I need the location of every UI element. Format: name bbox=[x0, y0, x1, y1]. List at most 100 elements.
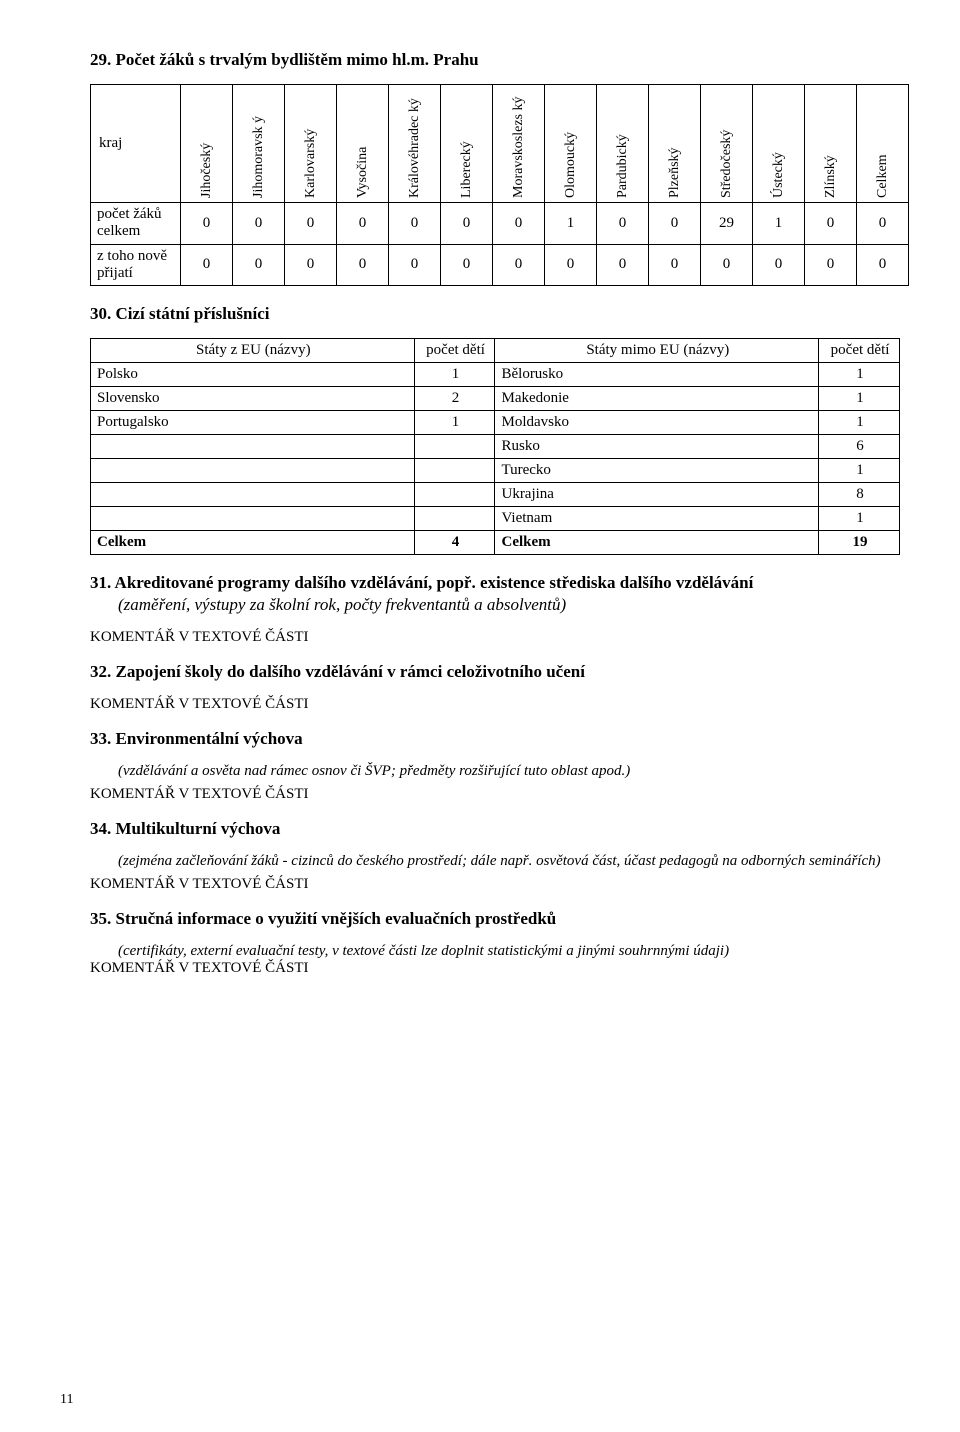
col-karlovarsky: Karlovarský bbox=[285, 85, 337, 203]
komentar-text: KOMENTÁŘ V TEXTOVÉ ČÁSTI bbox=[90, 629, 900, 646]
heading-title: 31. Akreditované programy dalšího vzdělá… bbox=[90, 573, 753, 592]
heading-29: 29. Počet žáků s trvalým bydlištěm mimo … bbox=[90, 50, 900, 70]
table-row-total: Celkem4Celkem19 bbox=[91, 531, 900, 555]
col-plzensky: Plzeňský bbox=[649, 85, 701, 203]
col-celkem: Celkem bbox=[857, 85, 909, 203]
cell: 0 bbox=[805, 203, 857, 245]
row-label: počet žáků celkem bbox=[91, 203, 181, 245]
cell: 1 bbox=[819, 459, 900, 483]
cell: 0 bbox=[285, 203, 337, 245]
col-olomoucky: Olomoucký bbox=[545, 85, 597, 203]
cell bbox=[414, 483, 495, 507]
col-noneu: Státy mimo EU (názvy) bbox=[495, 339, 819, 363]
heading-title: 34. Multikulturní výchova bbox=[90, 819, 280, 838]
col-vysocina: Vysočina bbox=[337, 85, 389, 203]
cell: 19 bbox=[819, 531, 900, 555]
heading-title: 35. Stručná informace o využití vnějších… bbox=[90, 909, 556, 928]
table-row: Rusko6 bbox=[91, 435, 900, 459]
col-kraj: kraj bbox=[91, 85, 181, 203]
cell: 0 bbox=[649, 244, 701, 286]
heading-35: 35. Stručná informace o využití vnějších… bbox=[90, 909, 900, 929]
heading-31: 31. Akreditované programy dalšího vzdělá… bbox=[90, 573, 900, 615]
heading-title: 33. Environmentální výchova bbox=[90, 729, 303, 748]
cell: Celkem bbox=[495, 531, 819, 555]
table-row: Slovensko2Makedonie1 bbox=[91, 387, 900, 411]
table-row: z toho nově přijatí 0 0 0 0 0 0 0 0 0 0 … bbox=[91, 244, 909, 286]
table-header-row: Státy z EU (názvy) počet dětí Státy mimo… bbox=[91, 339, 900, 363]
cell: 0 bbox=[649, 203, 701, 245]
cell: 0 bbox=[233, 203, 285, 245]
cell: 0 bbox=[285, 244, 337, 286]
table-bydliste: kraj Jihočeský Jihomoravsk ý Karlovarský… bbox=[90, 84, 909, 286]
heading-sub: (zejména začleňování žáků - cizinců do č… bbox=[118, 853, 900, 870]
cell: 0 bbox=[181, 244, 233, 286]
col-pardubicky: Pardubický bbox=[597, 85, 649, 203]
cell: 0 bbox=[857, 244, 909, 286]
table-row: Vietnam1 bbox=[91, 507, 900, 531]
cell: 0 bbox=[233, 244, 285, 286]
heading-sub: (zaměření, výstupy za školní rok, počty … bbox=[118, 595, 900, 615]
cell: Rusko bbox=[495, 435, 819, 459]
komentar-text: KOMENTÁŘ V TEXTOVÉ ČÁSTI bbox=[90, 696, 900, 713]
row-label: z toho nově přijatí bbox=[91, 244, 181, 286]
cell bbox=[414, 435, 495, 459]
cell: 0 bbox=[441, 203, 493, 245]
cell: 8 bbox=[819, 483, 900, 507]
cell: Ukrajina bbox=[495, 483, 819, 507]
cell: 4 bbox=[414, 531, 495, 555]
cell: 1 bbox=[545, 203, 597, 245]
cell: 0 bbox=[181, 203, 233, 245]
cell: 0 bbox=[389, 244, 441, 286]
cell: 0 bbox=[753, 244, 805, 286]
komentar-text: KOMENTÁŘ V TEXTOVÉ ČÁSTI bbox=[90, 960, 900, 977]
cell bbox=[414, 507, 495, 531]
cell: 1 bbox=[819, 387, 900, 411]
cell: 0 bbox=[389, 203, 441, 245]
cell: 1 bbox=[753, 203, 805, 245]
cell: 1 bbox=[819, 507, 900, 531]
table-cizinci: Státy z EU (názvy) počet dětí Státy mimo… bbox=[90, 338, 900, 555]
cell: Celkem bbox=[91, 531, 415, 555]
cell: 0 bbox=[337, 203, 389, 245]
table-header-row: kraj Jihočeský Jihomoravsk ý Karlovarský… bbox=[91, 85, 909, 203]
cell: Makedonie bbox=[495, 387, 819, 411]
cell bbox=[91, 507, 415, 531]
table-row: Portugalsko1Moldavsko1 bbox=[91, 411, 900, 435]
cell: Slovensko bbox=[91, 387, 415, 411]
col-moravskoslezsky: Moravskoslezs ký bbox=[493, 85, 545, 203]
table-row: Ukrajina8 bbox=[91, 483, 900, 507]
col-zlinsky: Zlínský bbox=[805, 85, 857, 203]
table-row: počet žáků celkem 0 0 0 0 0 0 0 1 0 0 29… bbox=[91, 203, 909, 245]
cell bbox=[91, 435, 415, 459]
cell bbox=[91, 459, 415, 483]
col-eu: Státy z EU (názvy) bbox=[91, 339, 415, 363]
heading-sub: (vzdělávání a osvěta nad rámec osnov či … bbox=[118, 763, 900, 780]
heading-sub: (certifikáty, externí evaluační testy, v… bbox=[118, 943, 900, 960]
cell: Portugalsko bbox=[91, 411, 415, 435]
col-pocet-noneu: počet dětí bbox=[819, 339, 900, 363]
cell: 2 bbox=[414, 387, 495, 411]
page-number: 11 bbox=[60, 1392, 73, 1408]
heading-32: 32. Zapojení školy do dalšího vzdělávání… bbox=[90, 662, 900, 682]
cell: 0 bbox=[545, 244, 597, 286]
cell: 1 bbox=[414, 363, 495, 387]
col-ustecky: Ústecký bbox=[753, 85, 805, 203]
cell: Moldavsko bbox=[495, 411, 819, 435]
col-jihomoravsky: Jihomoravsk ý bbox=[233, 85, 285, 203]
table-row: Polsko1Bělorusko1 bbox=[91, 363, 900, 387]
cell: 1 bbox=[819, 363, 900, 387]
komentar-text: KOMENTÁŘ V TEXTOVÉ ČÁSTI bbox=[90, 786, 900, 803]
cell: Turecko bbox=[495, 459, 819, 483]
komentar-text: KOMENTÁŘ V TEXTOVÉ ČÁSTI bbox=[90, 876, 900, 893]
cell: 0 bbox=[857, 203, 909, 245]
cell: 29 bbox=[701, 203, 753, 245]
cell: 0 bbox=[441, 244, 493, 286]
cell: 0 bbox=[493, 203, 545, 245]
table-row: Turecko1 bbox=[91, 459, 900, 483]
heading-33: 33. Environmentální výchova bbox=[90, 729, 900, 749]
col-pocet-eu: počet dětí bbox=[414, 339, 495, 363]
heading-30: 30. Cizí státní příslušníci bbox=[90, 304, 900, 324]
cell bbox=[91, 483, 415, 507]
col-liberecky: Liberecký bbox=[441, 85, 493, 203]
cell: Bělorusko bbox=[495, 363, 819, 387]
